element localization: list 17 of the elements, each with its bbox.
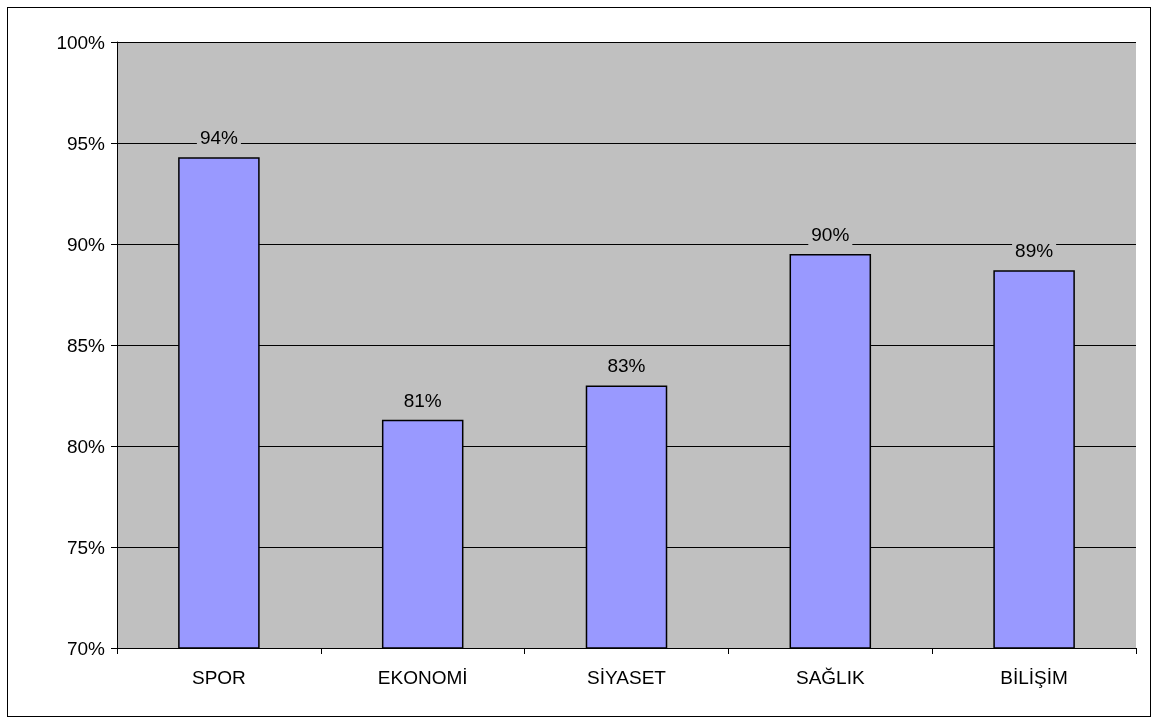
- y-tick-label: 100%: [56, 31, 106, 53]
- y-tick-label: 70%: [66, 637, 106, 659]
- data-label: 94%: [199, 127, 239, 149]
- y-tick-label: 90%: [66, 233, 106, 255]
- data-label: 90%: [811, 224, 850, 246]
- data-label: 81%: [403, 389, 442, 411]
- x-tick-label: SİYASET: [587, 667, 667, 688]
- y-tick-label: 75%: [66, 536, 106, 558]
- data-label: 89%: [1015, 240, 1054, 262]
- data-label: 83%: [607, 355, 646, 377]
- y-tick-label: 80%: [66, 435, 106, 457]
- x-tick-label: EKONOMİ: [377, 667, 468, 688]
- x-tick-label: SPOR: [191, 667, 246, 688]
- y-tick-label: 95%: [66, 132, 106, 154]
- y-tick-label: 85%: [66, 334, 106, 356]
- x-tick-label: SAĞLIK: [795, 667, 865, 688]
- x-tick-label: BİLİŞİM: [1000, 667, 1068, 688]
